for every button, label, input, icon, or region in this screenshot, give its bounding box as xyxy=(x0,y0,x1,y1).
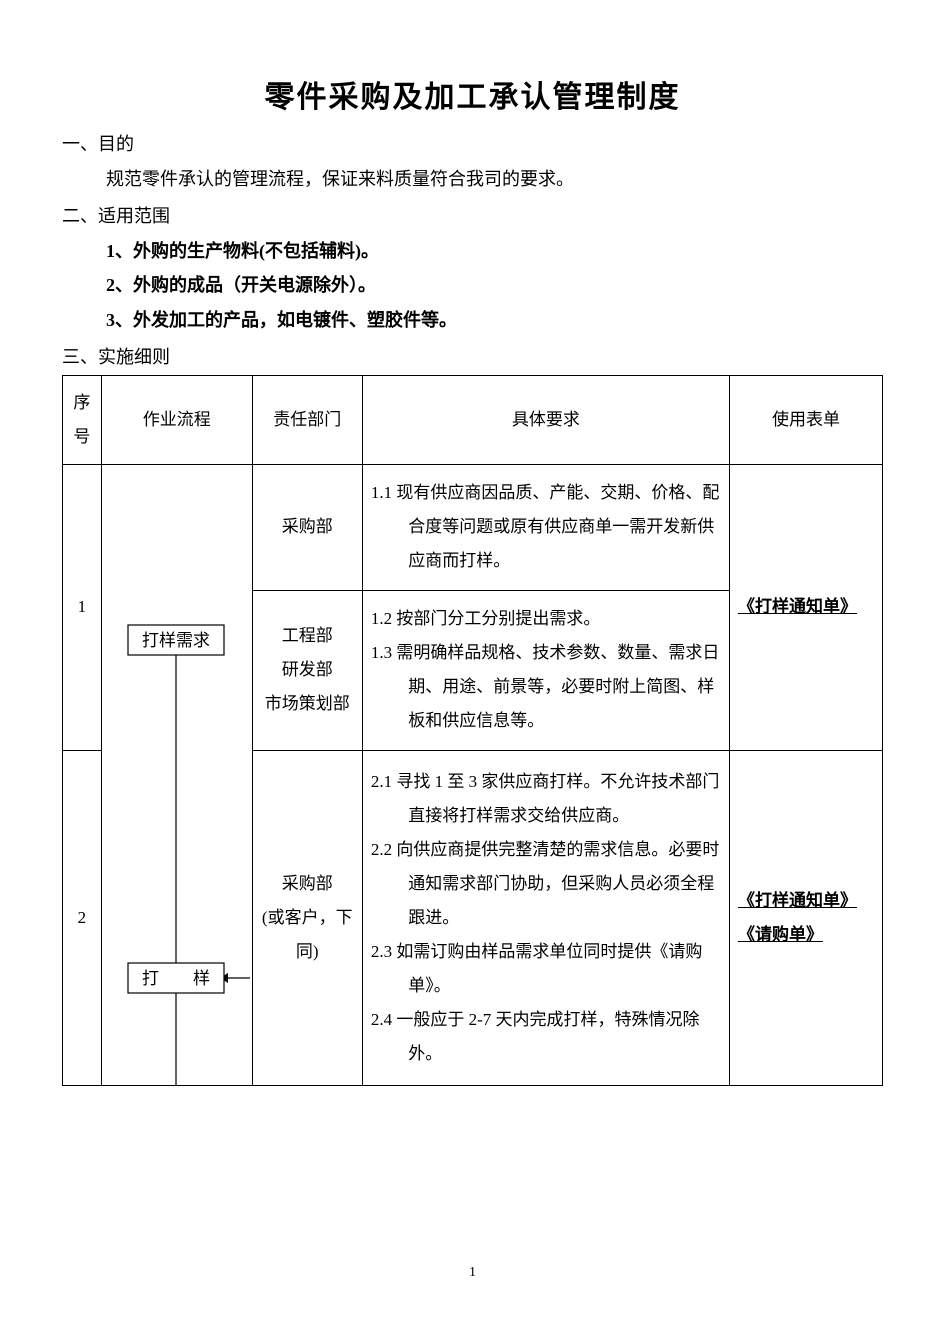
section-2-heading: 二、适用范围 xyxy=(62,202,883,228)
flowchart-svg: 打样需求 打 样 xyxy=(102,465,250,1085)
form-link: 《请购单》 xyxy=(738,925,823,944)
section-2-item-2: 2、外购的成品（开关电源除外）。 xyxy=(106,268,883,302)
flow-box-1-label: 打样需求 xyxy=(142,631,210,650)
cell-flow: 打样需求 打 样 xyxy=(101,464,252,1085)
req-2-1: 2.1 寻找 1 至 3 家供应商打样。不允许技术部门直接将打样需求交给供应商。 xyxy=(371,765,721,833)
th-dept: 责任部门 xyxy=(252,375,362,464)
section-1-heading: 一、目的 xyxy=(62,130,883,156)
cell-seq-2: 2 xyxy=(63,751,102,1086)
form-link: 《打样通知单》 xyxy=(738,597,857,616)
req-1-3: 1.3 需明确样品规格、技术参数、数量、需求日期、用途、前景等，必要时附上简图、… xyxy=(371,636,721,738)
cell-req-1b: 1.2 按部门分工分别提出需求。 1.3 需明确样品规格、技术参数、数量、需求日… xyxy=(362,590,729,751)
cell-dept-2: 采购部 (或客户，下同) xyxy=(252,751,362,1086)
cell-seq-1: 1 xyxy=(63,464,102,750)
req-2-4: 2.4 一般应于 2-7 天内完成打样，特殊情况除外。 xyxy=(371,1003,721,1071)
cell-form-2: 《打样通知单》 《请购单》 xyxy=(729,751,882,1086)
req-1-1: 1.1 现有供应商因品质、产能、交期、价格、配合度等问题或原有供应商单一需开发新… xyxy=(371,476,721,578)
th-form: 使用表单 xyxy=(729,375,882,464)
th-flow: 作业流程 xyxy=(101,375,252,464)
table-header-row: 序号 作业流程 责任部门 具体要求 使用表单 xyxy=(63,375,883,464)
cell-req-2: 2.1 寻找 1 至 3 家供应商打样。不允许技术部门直接将打样需求交给供应商。… xyxy=(362,751,729,1086)
form-link: 《打样通知单》 xyxy=(738,891,857,910)
section-2-item-3: 3、外发加工的产品，如电镀件、塑胶件等。 xyxy=(106,303,883,337)
req-2-3: 2.3 如需订购由样品需求单位同时提供《请购单》。 xyxy=(371,935,721,1003)
req-1-2: 1.2 按部门分工分别提出需求。 xyxy=(371,602,721,636)
table-row: 1 打样需求 打 样 xyxy=(63,464,883,590)
document-page: 零件采购及加工承认管理制度 一、目的 规范零件承认的管理流程，保证来料质量符合我… xyxy=(0,0,945,1126)
flow-box-2-label: 打 样 xyxy=(142,969,210,988)
section-2-item-1: 1、外购的生产物料(不包括辅料)。 xyxy=(106,234,883,268)
section-3-heading: 三、实施细则 xyxy=(62,343,883,369)
req-2-2: 2.2 向供应商提供完整清楚的需求信息。必要时通知需求部门协助，但采购人员必须全… xyxy=(371,833,721,935)
page-title: 零件采购及加工承认管理制度 xyxy=(62,72,883,116)
cell-form-1: 《打样通知单》 xyxy=(729,464,882,750)
procedure-table: 序号 作业流程 责任部门 具体要求 使用表单 1 xyxy=(62,375,883,1086)
th-req: 具体要求 xyxy=(362,375,729,464)
cell-req-1a: 1.1 现有供应商因品质、产能、交期、价格、配合度等问题或原有供应商单一需开发新… xyxy=(362,464,729,590)
section-1-body: 规范零件承认的管理流程，保证来料质量符合我司的要求。 xyxy=(106,162,883,196)
cell-dept-1a: 采购部 xyxy=(252,464,362,590)
cell-dept-1b: 工程部 研发部 市场策划部 xyxy=(252,590,362,751)
page-number: 1 xyxy=(0,1265,945,1281)
th-seq: 序号 xyxy=(63,375,102,464)
